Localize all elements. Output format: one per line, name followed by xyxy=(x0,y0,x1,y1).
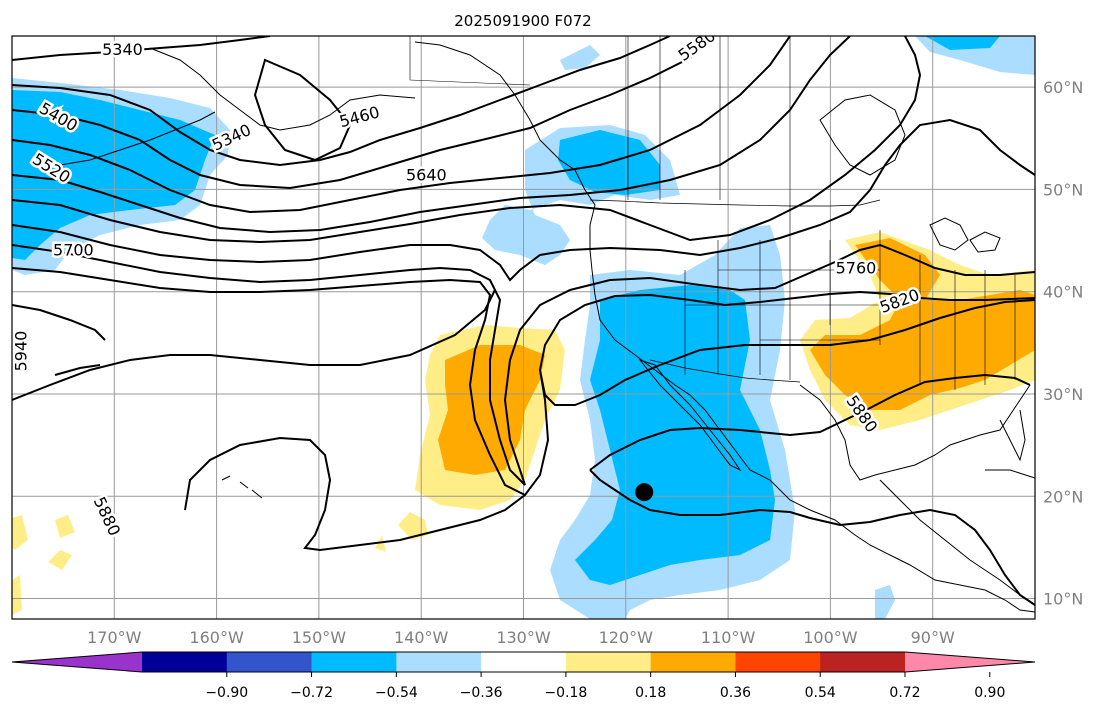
contour-5580 xyxy=(12,36,851,234)
canada-us-border xyxy=(589,199,881,207)
longitude-label: 150°W xyxy=(292,628,347,647)
colorbar-segment xyxy=(650,652,736,672)
colorbar-segment xyxy=(311,652,397,672)
colorbar-tick-label: 0.54 xyxy=(805,685,836,701)
contour-5700 xyxy=(12,118,1035,282)
positive-anomaly-small-patch-1 xyxy=(398,512,428,540)
longitude-label: 100°W xyxy=(803,628,858,647)
latitude-label: 20°N xyxy=(1043,487,1083,506)
longitude-axis-labels: 170°W 160°W 150°W 140°W 130°W 120°W 110°W 100°W… xyxy=(87,628,955,647)
colorbar-segment xyxy=(142,652,228,672)
latitude-label: 10°N xyxy=(1043,590,1083,609)
colorbar-tick-label: 0.90 xyxy=(974,685,1005,701)
central-america xyxy=(879,479,1021,596)
baja-california xyxy=(638,358,742,472)
colorbar-extend-max xyxy=(905,652,1035,672)
colorbar-tick-label: −0.72 xyxy=(290,685,333,701)
colorbar-tick-label: −0.18 xyxy=(544,685,587,701)
hudson-bay xyxy=(819,94,906,176)
hawaii-islands xyxy=(221,475,263,499)
us-mexico-border xyxy=(649,359,801,383)
negative-anomaly-nw-pacific-inner xyxy=(12,90,215,260)
coastlines-and-borders xyxy=(59,36,1035,613)
geopotential-height-contours xyxy=(12,36,1035,606)
aleutian-chain xyxy=(59,111,216,166)
map-frame xyxy=(11,35,1036,620)
contour-5940-lower xyxy=(54,364,101,376)
alaska-coast xyxy=(149,47,416,131)
contour-label: 5760 xyxy=(836,259,877,278)
colorbar-segment xyxy=(735,652,821,672)
colorbar-tick-label: −0.54 xyxy=(375,685,418,701)
latitude-label: 40°N xyxy=(1043,283,1083,302)
contour-5760 xyxy=(12,243,1035,486)
positive-anomaly-west-edge-1 xyxy=(12,515,28,550)
latitude-axis-labels: 10°N 20°N 30°N 40°N 50°N 60°N xyxy=(1043,78,1083,608)
negative-anomaly-west-us-inner xyxy=(575,285,775,585)
latitude-label: 60°N xyxy=(1043,78,1083,97)
latitude-label: 30°N xyxy=(1043,385,1083,404)
positive-anomaly-west-edge-2 xyxy=(55,515,75,538)
longitude-label: 130°W xyxy=(496,628,551,647)
contour-5460 xyxy=(12,36,716,190)
colorbar-segment xyxy=(481,652,567,672)
colorbar-tick-label: −0.36 xyxy=(460,685,503,701)
canada-provincial-borders xyxy=(409,36,791,206)
negative-anomaly-gulf-of-tehuantepec xyxy=(875,585,895,619)
positive-anomaly-west-edge-4 xyxy=(12,575,22,615)
state-borders xyxy=(684,205,1016,390)
great-lakes xyxy=(929,217,1001,253)
contour-5940 xyxy=(12,304,106,341)
latitude-label: 50°N xyxy=(1043,180,1083,199)
contour-5340-low xyxy=(253,58,352,162)
longitude-label: 140°W xyxy=(394,628,449,647)
longitude-label: 90°W xyxy=(911,628,955,647)
negative-anomaly-ne-canada-inner xyxy=(925,36,1000,50)
storm-center-marker xyxy=(635,483,654,502)
colorbar-outline xyxy=(11,651,1036,673)
longitude-label: 160°W xyxy=(189,628,244,647)
contour-label: 5940 xyxy=(12,331,31,372)
contour-5520 xyxy=(12,36,791,214)
colorbar-segment xyxy=(226,652,313,672)
longitude-label: 120°W xyxy=(599,628,654,647)
colorbar-tick-label: −0.90 xyxy=(205,685,248,701)
colorbar-tick-label: 0.36 xyxy=(720,685,751,701)
longitude-label: 110°W xyxy=(701,628,756,647)
positive-anomaly-west-edge-3 xyxy=(48,550,72,570)
anomaly-shading xyxy=(12,36,1035,619)
colorbar-tick-label: 0.72 xyxy=(889,685,920,701)
contour-5820 xyxy=(12,267,1035,497)
colorbar-segment xyxy=(565,652,652,672)
contour-label: 5340 xyxy=(102,40,143,59)
colorbar xyxy=(11,651,1036,673)
contour-label: 5700 xyxy=(53,240,94,259)
florida xyxy=(999,409,1026,462)
contour-5400 xyxy=(12,36,671,167)
cuba xyxy=(985,469,1035,479)
contour-5880-main xyxy=(12,289,1035,606)
gulf-coastline xyxy=(799,384,1031,481)
figure-title: 2025091900 F072 xyxy=(454,12,591,30)
colorbar-extend-min xyxy=(12,652,142,672)
colorbar-tick-label: 0.18 xyxy=(635,685,666,701)
longitude-label: 170°W xyxy=(87,628,142,647)
contour-label: 5640 xyxy=(406,166,447,185)
colorbar-segment xyxy=(820,652,906,672)
colorbar-segment xyxy=(396,652,482,672)
colorbar-tick-labels: −0.90 −0.72 −0.54 −0.36 −0.18 0.18 0.36 0.54 0.7… xyxy=(205,672,1005,701)
negative-anomaly-alaska xyxy=(560,45,600,70)
positive-anomaly-small-patch-2 xyxy=(375,535,386,552)
contour-5340-west xyxy=(12,36,271,61)
contour-5640 xyxy=(12,36,922,244)
north-america-coastline xyxy=(414,41,1035,613)
map-area: 5340540055205340546055805640570059405880… xyxy=(12,36,1035,619)
